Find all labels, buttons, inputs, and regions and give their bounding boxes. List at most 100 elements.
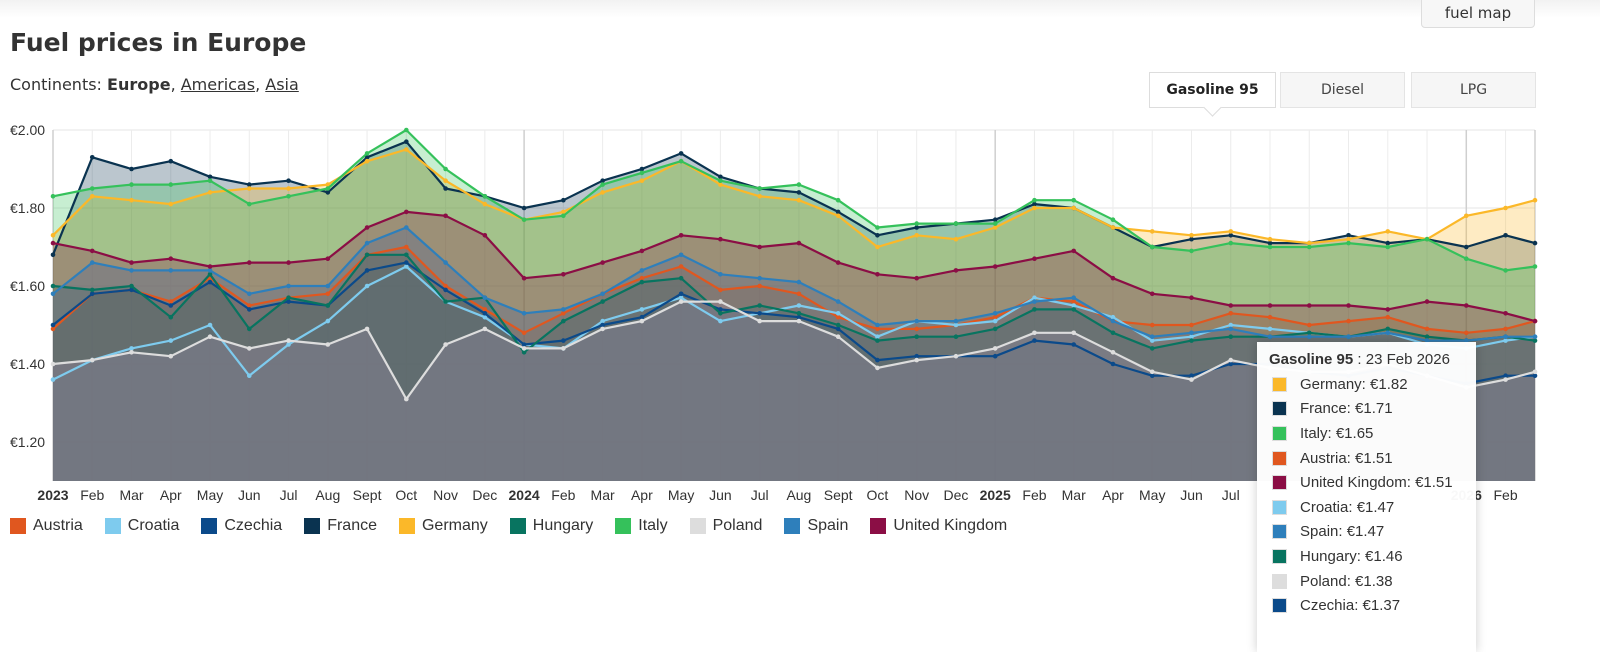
data-point: [1189, 338, 1194, 343]
tooltip-swatch: [1272, 450, 1287, 466]
data-point: [875, 338, 880, 343]
data-point: [1071, 205, 1077, 211]
legend-item[interactable]: Germany: [398, 517, 488, 535]
data-point: [404, 260, 409, 265]
data-point: [482, 314, 488, 320]
legend-item[interactable]: Austria: [10, 517, 83, 535]
x-tick-label: Aug: [786, 487, 811, 503]
data-point: [992, 326, 998, 332]
tooltip-fuel: Gasoline 95: [1269, 351, 1354, 368]
data-point: [1228, 240, 1234, 246]
data-point: [521, 346, 527, 351]
tooltip-row: Croatia: €1.47: [1269, 495, 1464, 520]
y-tick-label: €1.20: [10, 434, 45, 450]
data-point: [1424, 334, 1430, 340]
legend-item[interactable]: Italy: [615, 517, 668, 535]
data-point: [404, 252, 409, 258]
data-point: [718, 318, 723, 324]
legend-label: Spain: [807, 517, 849, 534]
data-point: [1071, 248, 1077, 254]
legend-swatch: [870, 518, 887, 534]
data-point: [875, 357, 880, 363]
data-point: [992, 221, 998, 226]
legend-swatch: [784, 518, 801, 534]
data-point: [1463, 330, 1469, 336]
data-point: [286, 342, 291, 347]
price-chart: €2.00 €1.80 €1.60 €1.40 €1.20 2023 Feb Mar Apr Ma…: [10, 122, 1538, 503]
fuel-map-button[interactable]: fuel map: [1421, 0, 1535, 28]
data-point: [246, 182, 252, 187]
legend-item[interactable]: France: [304, 517, 377, 535]
data-point: [1032, 197, 1037, 203]
data-point: [1503, 373, 1508, 379]
data-point: [89, 291, 95, 297]
data-point: [246, 373, 252, 379]
legend-item[interactable]: Czechia: [201, 517, 282, 535]
tab-diesel[interactable]: Diesel: [1280, 72, 1405, 108]
legend-item[interactable]: Poland: [689, 517, 762, 535]
data-point: [1110, 225, 1116, 230]
data-point: [364, 240, 370, 246]
data-point: [443, 166, 448, 172]
data-point: [1032, 330, 1037, 336]
x-tick-label: Aug: [315, 487, 340, 503]
data-point: [521, 311, 527, 316]
data-point: [482, 201, 488, 207]
data-point: [1228, 311, 1234, 316]
y-tick-label: €1.80: [10, 200, 45, 216]
data-point: [600, 178, 605, 183]
data-point: [914, 357, 919, 363]
data-point: [1503, 377, 1508, 382]
data-point: [129, 260, 134, 265]
data-point: [757, 303, 762, 308]
continent-asia-link[interactable]: Asia: [265, 75, 299, 94]
legend-label: Czechia: [224, 517, 283, 534]
data-point: [168, 256, 174, 262]
data-point: [953, 322, 959, 328]
data-point: [89, 287, 95, 293]
data-point: [89, 186, 95, 191]
data-point: [678, 275, 684, 281]
tooltip-row: Poland: €1.38: [1269, 569, 1464, 594]
data-point: [89, 194, 95, 199]
data-point: [600, 299, 605, 304]
data-point: [1346, 236, 1351, 242]
data-point: [286, 194, 291, 199]
tab-lpg[interactable]: LPG: [1411, 72, 1536, 108]
data-point: [168, 158, 174, 164]
data-point: [1032, 307, 1037, 312]
continent-americas-link[interactable]: Americas: [180, 75, 256, 94]
data-point: [1532, 369, 1538, 375]
legend-item[interactable]: Spain: [784, 517, 848, 535]
series-italy: [50, 127, 1538, 273]
y-tick-label: €2.00: [10, 122, 45, 138]
data-point: [443, 283, 448, 289]
tab-gasoline-95[interactable]: Gasoline 95: [1149, 72, 1276, 108]
data-point: [1228, 229, 1234, 234]
x-tick-label: Feb: [1022, 487, 1046, 503]
data-point: [992, 264, 998, 269]
x-tick-label: Feb: [551, 487, 575, 503]
data-point: [1424, 338, 1430, 343]
data-point: [718, 178, 723, 183]
data-point: [1149, 291, 1155, 297]
data-point: [561, 318, 566, 324]
data-point: [1346, 240, 1351, 246]
tooltip-date: : 23 Feb 2026: [1353, 351, 1450, 368]
x-tick-label: 2023: [37, 487, 68, 503]
legend-item[interactable]: Croatia: [104, 517, 179, 535]
data-point: [89, 357, 95, 363]
x-tick-label: Jul: [751, 487, 769, 503]
data-point: [1071, 307, 1077, 312]
data-point: [50, 233, 56, 238]
data-point: [50, 240, 56, 246]
data-point: [207, 178, 213, 183]
data-point: [1463, 244, 1469, 250]
data-point: [246, 307, 252, 312]
data-point: [325, 186, 331, 191]
data-point: [129, 182, 134, 187]
legend-item[interactable]: Hungary: [509, 517, 593, 535]
legend-item[interactable]: United Kingdom: [870, 517, 1007, 535]
data-point: [168, 314, 174, 320]
tooltip-value: Poland: €1.38: [1300, 572, 1393, 590]
